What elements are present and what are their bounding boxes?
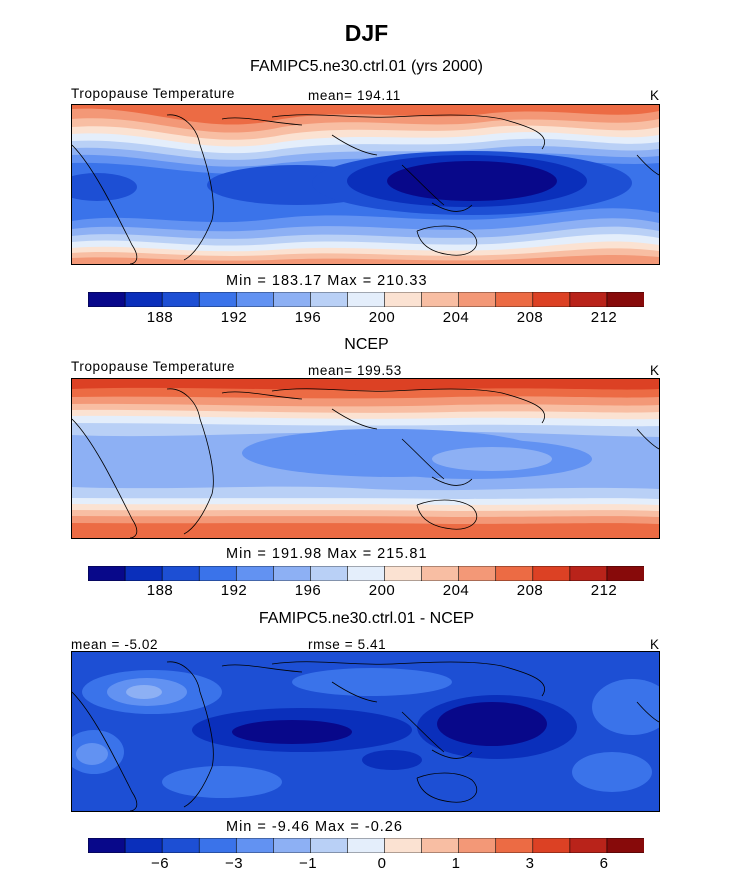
- colorbar-swatch: [161, 837, 200, 854]
- colorbar-swatch: [198, 291, 237, 308]
- colorbar-swatch: [532, 565, 571, 582]
- panel-1-minmax: Min = 183.17 Max = 210.33: [226, 273, 428, 289]
- panel-3-colorbar-swatches: [87, 837, 645, 854]
- colorbar-swatch: [421, 837, 460, 854]
- panel-2-title: NCEP: [344, 336, 389, 353]
- panel-2-map: [71, 378, 660, 539]
- panel-2-contour-field: [71, 379, 660, 539]
- colorbar-swatch: [161, 565, 200, 582]
- panel-3-cbar-tick: 1: [451, 855, 461, 872]
- panel-1-mean: mean= 194.11: [308, 88, 401, 103]
- panel-3-cbar-tick: 6: [599, 855, 609, 872]
- colorbar-swatch: [606, 565, 645, 582]
- colorbar-swatch: [569, 565, 608, 582]
- colorbar-swatch: [458, 837, 497, 854]
- panel-3-minmax: Min = -9.46 Max = -0.26: [226, 819, 403, 835]
- panel-2-colorbar: [87, 565, 645, 582]
- panel-2-minmax: Min = 191.98 Max = 215.81: [226, 546, 428, 562]
- panel-2-cbar-tick: 192: [220, 582, 248, 599]
- panel-2-cbar-tick: 196: [294, 582, 322, 599]
- colorbar-swatch: [384, 291, 423, 308]
- panel-3-map: [64, 651, 672, 812]
- panel-3-cbar-tick: −3: [224, 855, 244, 872]
- colorbar-swatch: [198, 837, 237, 854]
- colorbar-swatch: [161, 291, 200, 308]
- colorbar-swatch: [273, 565, 312, 582]
- colorbar-swatch: [569, 837, 608, 854]
- colorbar-swatch: [384, 837, 423, 854]
- colorbar-swatch: [235, 291, 274, 308]
- colorbar-swatch: [87, 291, 126, 308]
- panel-1-contour-field: [57, 105, 660, 265]
- colorbar-swatch: [532, 837, 571, 854]
- panel-1-colorbar: [87, 291, 645, 308]
- panel-2-colorbar-swatches: [87, 565, 645, 582]
- panel-1-title: FAMIPC5.ne30.ctrl.01 (yrs 2000): [250, 58, 483, 75]
- panel-2-cbar-tick: 188: [146, 582, 174, 599]
- panel-3-mean: mean = -5.02: [71, 637, 159, 652]
- panel-3-rmse: rmse = 5.41: [308, 637, 387, 652]
- colorbar-swatch: [310, 291, 349, 308]
- panel-3-colorbar: [87, 837, 645, 854]
- panel-2-cbar-tick: 208: [516, 582, 544, 599]
- panel-3-cbar-tick: 0: [377, 855, 387, 872]
- colorbar-swatch: [532, 291, 571, 308]
- panel-3-units: K: [650, 637, 660, 652]
- colorbar-swatch: [273, 837, 312, 854]
- panel-2-units: K: [650, 363, 660, 378]
- panel-2-field-label: Tropopause Temperature: [71, 359, 236, 374]
- panel-1-field-label: Tropopause Temperature: [71, 86, 236, 101]
- panel-1-cbar-tick: 188: [146, 309, 174, 326]
- panel-1-cbar-tick: 208: [516, 309, 544, 326]
- panel-1-units: K: [650, 88, 660, 103]
- panel-1-colorbar-swatches: [87, 291, 645, 308]
- colorbar-swatch: [198, 565, 237, 582]
- colorbar-swatch: [124, 565, 163, 582]
- panel-1-cbar-tick: 200: [368, 309, 396, 326]
- panel-1-map: [57, 104, 660, 265]
- panel-3-contour-field: [64, 652, 672, 812]
- colorbar-swatch: [458, 565, 497, 582]
- panel-3-cbar-tick: 3: [525, 855, 535, 872]
- colorbar-swatch: [273, 291, 312, 308]
- colorbar-swatch: [124, 837, 163, 854]
- colorbar-swatch: [87, 837, 126, 854]
- colorbar-swatch: [124, 291, 163, 308]
- colorbar-swatch: [421, 565, 460, 582]
- colorbar-swatch: [569, 291, 608, 308]
- panel-2-cbar-tick: 200: [368, 582, 396, 599]
- panel-2-cbar-tick: 212: [590, 582, 618, 599]
- colorbar-swatch: [384, 565, 423, 582]
- panel-2-mean: mean= 199.53: [308, 363, 402, 378]
- colorbar-swatch: [495, 291, 534, 308]
- panel-3-cbar-tick: −1: [298, 855, 318, 872]
- panel-1-cbar-tick: 212: [590, 309, 618, 326]
- panel-1-cbar-tick: 204: [442, 309, 470, 326]
- panel-2-cbar-tick: 204: [442, 582, 470, 599]
- colorbar-swatch: [235, 837, 274, 854]
- figure-title: DJF: [344, 20, 389, 46]
- colorbar-swatch: [310, 565, 349, 582]
- colorbar-swatch: [495, 837, 534, 854]
- colorbar-swatch: [495, 565, 534, 582]
- colorbar-swatch: [347, 565, 386, 582]
- colorbar-swatch: [310, 837, 349, 854]
- panel-3-title: FAMIPC5.ne30.ctrl.01 - NCEP: [258, 610, 475, 627]
- colorbar-swatch: [87, 565, 126, 582]
- colorbar-swatch: [606, 837, 645, 854]
- colorbar-swatch: [235, 565, 274, 582]
- colorbar-swatch: [606, 291, 645, 308]
- panel-1-cbar-tick: 192: [220, 309, 248, 326]
- colorbar-swatch: [458, 291, 497, 308]
- colorbar-swatch: [347, 291, 386, 308]
- colorbar-swatch: [347, 837, 386, 854]
- panel-1-cbar-tick: 196: [294, 309, 322, 326]
- colorbar-swatch: [421, 291, 460, 308]
- panel-3-cbar-tick: −6: [150, 855, 170, 872]
